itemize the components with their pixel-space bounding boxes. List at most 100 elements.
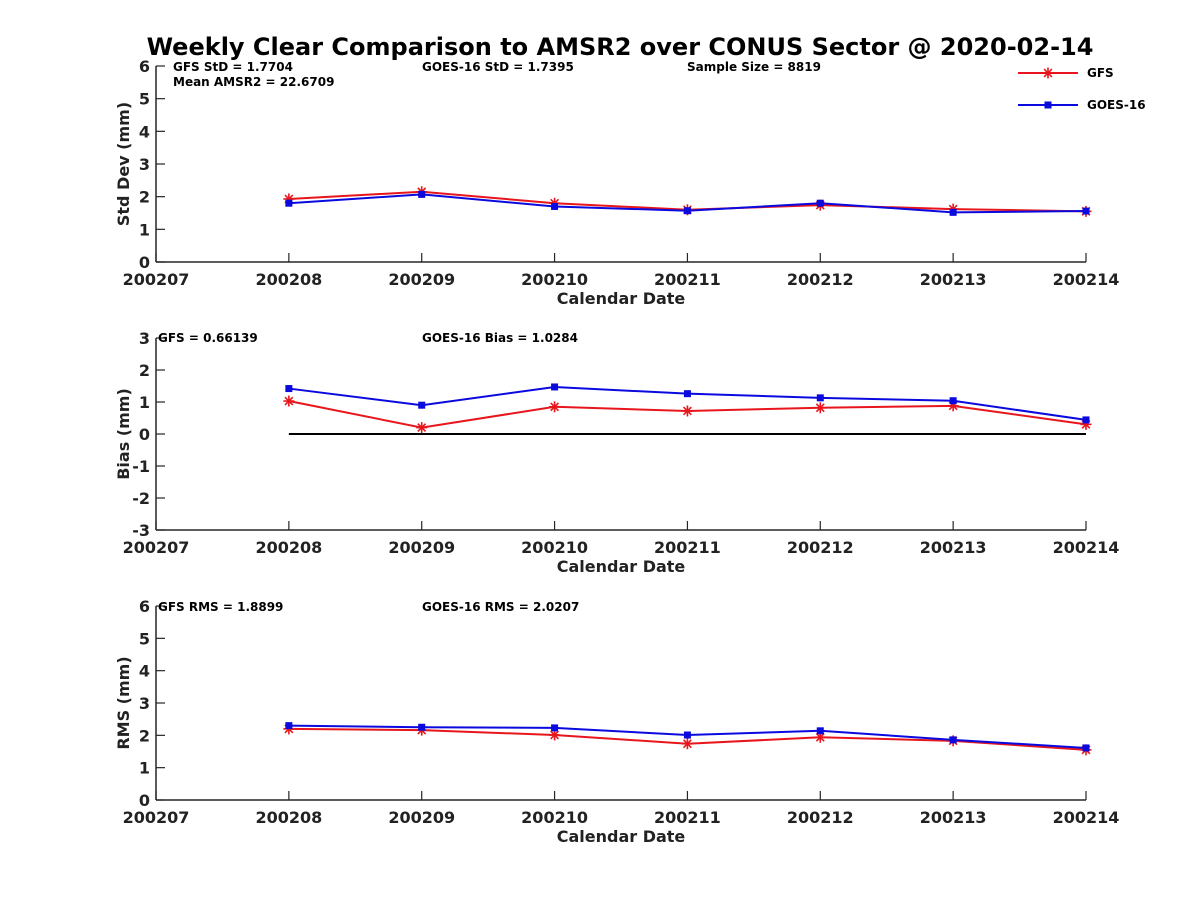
y-tick-label: 3	[139, 694, 150, 713]
legend-label: GFS	[1087, 66, 1114, 80]
data-point	[418, 723, 426, 731]
x-tick-label: 200214	[1053, 538, 1120, 557]
legend-entry-goes-16: GOES-16	[1018, 98, 1146, 112]
legend-label: GOES-16	[1087, 98, 1146, 112]
annotation: GFS = 0.66139	[158, 331, 258, 345]
y-tick-label: 3	[139, 155, 150, 174]
annotation: Mean AMSR2 = 22.6709	[173, 75, 334, 89]
series-goes-16	[285, 383, 1090, 424]
legend-marker	[1042, 67, 1054, 79]
asterisk-stroke	[550, 730, 560, 740]
x-tick-label: 200208	[255, 808, 322, 827]
x-tick-label: 200208	[255, 538, 322, 557]
x-tick-label: 200210	[521, 808, 588, 827]
asterisk-stroke	[550, 402, 560, 412]
x-axis-label: Calendar Date	[557, 827, 686, 846]
data-point	[551, 383, 559, 391]
data-point	[551, 202, 559, 210]
annotation: GOES-16 Bias = 1.0284	[422, 331, 578, 345]
panels: 200207 200208 200209 200210 200211 200212 2002…	[114, 57, 1119, 846]
y-tick-label: 0	[139, 253, 150, 272]
data-point	[816, 199, 824, 207]
x-tick-label: 200209	[388, 270, 455, 289]
y-axis-label: Std Dev (mm)	[114, 102, 133, 226]
y-tick-label: 1	[139, 759, 150, 778]
data-point	[285, 722, 293, 730]
data-point	[683, 207, 691, 215]
x-tick-label: 200212	[787, 270, 854, 289]
y-tick-label: 5	[139, 629, 150, 648]
annotation: GFS StD = 1.7704	[173, 60, 293, 74]
y-tick-label: 2	[139, 726, 150, 745]
panel-1: 200207 200208 200209 200210 200211 200212 2002…	[114, 57, 1119, 308]
x-tick-label: 200209	[388, 808, 455, 827]
data-point	[681, 405, 693, 417]
x-tick-label: 200208	[255, 270, 322, 289]
y-tick-label: 1	[139, 393, 150, 412]
x-axis-label: Calendar Date	[557, 289, 686, 308]
data-point	[1082, 744, 1090, 752]
data-point	[816, 394, 824, 402]
y-tick-label: 5	[139, 90, 150, 109]
data-point	[416, 422, 428, 434]
data-point	[549, 401, 561, 413]
x-tick-label: 200210	[521, 270, 588, 289]
data-point	[681, 738, 693, 750]
asterisk-stroke	[682, 406, 692, 416]
asterisk-stroke	[284, 396, 294, 406]
x-tick-label: 200214	[1053, 270, 1120, 289]
y-tick-label: 0	[139, 425, 150, 444]
y-tick-label: -3	[132, 521, 150, 540]
x-tick-label: 200213	[920, 270, 987, 289]
x-tick-label: 200207	[123, 538, 190, 557]
panel-2: 200207 200208 200209 200210 200211 200212 2002…	[114, 329, 1119, 576]
y-tick-label: 4	[139, 662, 150, 681]
asterisk-stroke	[1043, 68, 1053, 78]
y-tick-label: 2	[139, 361, 150, 380]
x-tick-label: 200212	[787, 808, 854, 827]
data-point	[285, 385, 293, 393]
y-tick-label: -2	[132, 489, 150, 508]
data-point	[418, 401, 426, 409]
series-gfs	[283, 395, 1092, 434]
data-point	[814, 731, 826, 743]
x-tick-label: 200209	[388, 538, 455, 557]
y-axis-label: Bias (mm)	[114, 388, 133, 480]
data-point	[551, 724, 559, 732]
y-tick-label: 3	[139, 329, 150, 348]
asterisk-stroke	[682, 739, 692, 749]
legend-marker	[1044, 101, 1052, 109]
data-point	[285, 199, 293, 207]
annotation: Sample Size = 8819	[687, 60, 821, 74]
panel-3: 200207 200208 200209 200210 200211 200212 2002…	[114, 597, 1119, 846]
y-tick-label: 6	[139, 597, 150, 616]
y-tick-label: 2	[139, 188, 150, 207]
asterisk-stroke	[815, 403, 825, 413]
x-tick-label: 200211	[654, 808, 721, 827]
x-tick-label: 200207	[123, 270, 190, 289]
data-point	[949, 208, 957, 216]
x-tick-label: 200213	[920, 538, 987, 557]
annotation: GOES-16 RMS = 2.0207	[422, 600, 579, 614]
data-point	[1082, 416, 1090, 424]
annotation: GFS RMS = 1.8899	[158, 600, 283, 614]
y-tick-label: 4	[139, 122, 150, 141]
x-axis-label: Calendar Date	[557, 557, 686, 576]
x-tick-label: 200210	[521, 538, 588, 557]
y-tick-label: -1	[132, 457, 150, 476]
series-goes-16	[285, 722, 1090, 752]
x-tick-label: 200211	[654, 270, 721, 289]
x-tick-label: 200207	[123, 808, 190, 827]
data-point	[814, 402, 826, 414]
chart-title: Weekly Clear Comparison to AMSR2 over CO…	[147, 33, 1094, 61]
data-point	[1082, 207, 1090, 215]
legend-entry-gfs: GFS	[1018, 66, 1114, 80]
y-tick-label: 1	[139, 220, 150, 239]
data-point	[816, 727, 824, 735]
y-tick-label: 6	[139, 57, 150, 76]
series-gfs	[283, 723, 1092, 756]
x-tick-label: 200213	[920, 808, 987, 827]
x-tick-label: 200212	[787, 538, 854, 557]
annotation: GOES-16 StD = 1.7395	[422, 60, 574, 74]
